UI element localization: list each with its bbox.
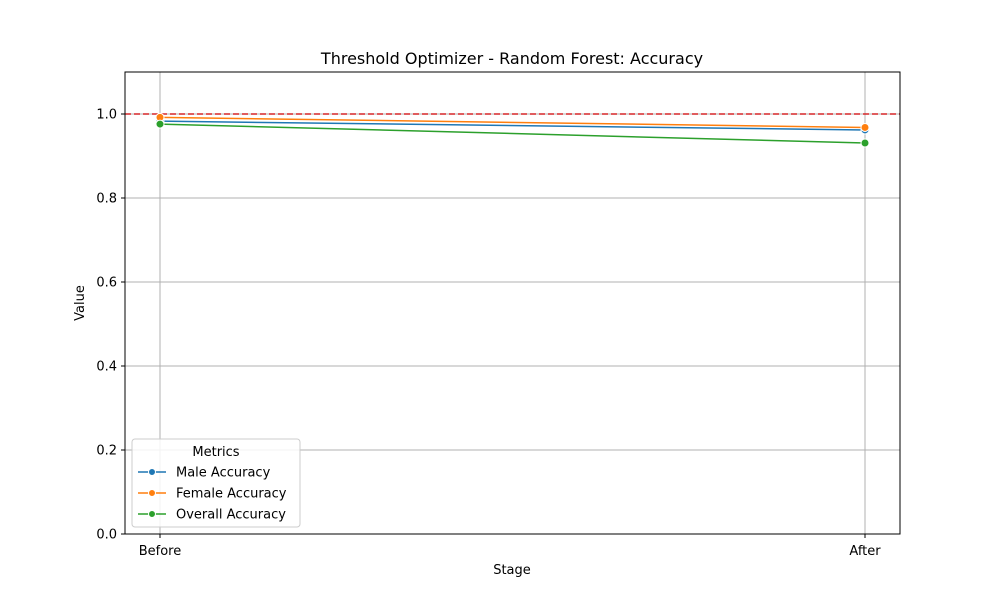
x-tick-label: Before (139, 544, 182, 559)
point-female-accuracy (860, 122, 870, 132)
legend-box (131, 438, 301, 528)
plot-frame (124, 71, 901, 535)
legend-title: Metrics (192, 445, 239, 460)
y-tick-label: 0.0 (96, 528, 117, 543)
y-tick-label: 0.6 (96, 276, 117, 291)
x-axis-label: Stage (493, 563, 531, 578)
y-tick-label: 1.0 (96, 108, 117, 123)
y-axis-label: Value (73, 285, 88, 321)
series-line-female-accuracy (159, 116, 866, 129)
legend-entry-label: Male Accuracy (176, 466, 271, 481)
legend-swatch-marker (148, 468, 156, 476)
legend-swatch-marker (148, 489, 156, 497)
y-ticks: 0.0 0.2 0.4 0.6 0.8 1.0 (96, 108, 125, 543)
x-tick-label: After (849, 544, 881, 559)
y-tick-label: 0.8 (96, 192, 117, 207)
legend: Metrics Male Accuracy Female Accuracy Overa… (131, 438, 301, 528)
point-overall-accuracy (155, 119, 165, 129)
point-overall-accuracy (860, 138, 870, 148)
series-line-overall-accuracy (159, 123, 866, 144)
y-tick-label: 0.2 (96, 444, 117, 459)
y-tick-label: 0.4 (96, 360, 117, 375)
legend-entry-label: Overall Accuracy (176, 508, 286, 523)
legend-swatch-marker (148, 510, 156, 518)
series-line-male-accuracy (159, 120, 866, 131)
x-ticks: Before After (139, 534, 881, 559)
legend-entry-label: Female Accuracy (176, 487, 287, 502)
series-layer (155, 112, 870, 148)
chart-title: Threshold Optimizer - Random Forest: Acc… (320, 49, 703, 68)
